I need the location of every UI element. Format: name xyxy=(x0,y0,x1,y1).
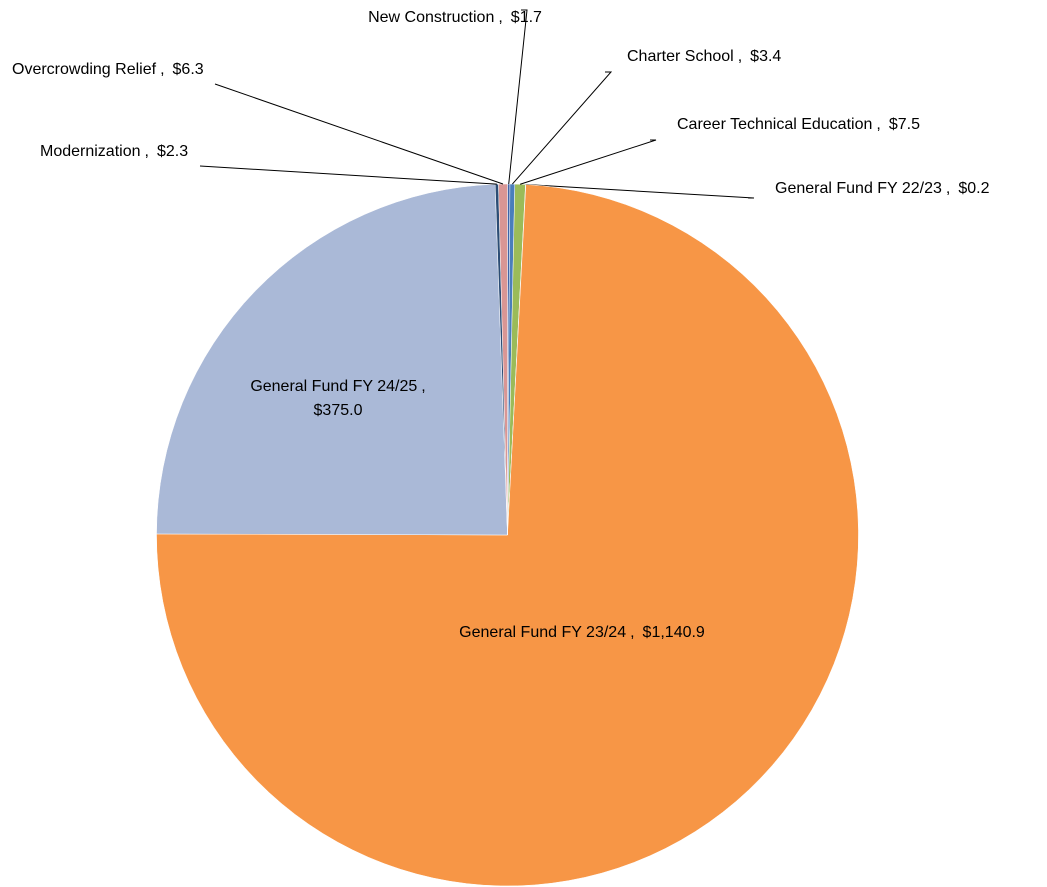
label-separator: , xyxy=(145,143,149,160)
label-separator: , xyxy=(421,378,425,395)
label-value: $1,140.9 xyxy=(643,624,705,641)
label-separator: , xyxy=(738,48,742,65)
label-name: General Fund FY 22/23 xyxy=(775,180,942,197)
leader-line xyxy=(199,165,497,185)
data-label: General Fund FY 23/24, $1,140.9 xyxy=(459,624,705,641)
data-label: General Fund FY 24/25, $375.0 xyxy=(250,378,425,419)
label-value: $3.4 xyxy=(750,48,781,65)
leader-line xyxy=(512,71,613,185)
label-separator: , xyxy=(630,624,634,641)
label-name: New Construction xyxy=(368,9,494,26)
data-label: General Fund FY 22/23, $0.2 xyxy=(775,180,990,197)
label-value: $375.0 xyxy=(314,402,363,419)
data-label: Modernization, $2.3 xyxy=(40,143,188,160)
label-separator: , xyxy=(946,180,950,197)
leader-line xyxy=(525,183,755,199)
label-separator: , xyxy=(876,116,880,133)
leader-line xyxy=(214,83,504,185)
label-name: Overcrowding Relief xyxy=(12,61,157,78)
label-separator: , xyxy=(160,61,164,78)
data-label: Charter School, $3.4 xyxy=(627,48,781,65)
label-value: $7.5 xyxy=(889,116,920,133)
label-name: General Fund FY 23/24 xyxy=(459,624,626,641)
label-value: $0.2 xyxy=(958,180,989,197)
label-value: $1.7 xyxy=(511,9,542,26)
leader-line xyxy=(508,9,528,185)
label-name: Charter School xyxy=(627,48,734,65)
data-label: New Construction, $1.7 xyxy=(368,9,542,26)
pie-slice xyxy=(156,183,508,536)
label-name: Modernization xyxy=(40,143,141,160)
data-label: Career Technical Education, $7.5 xyxy=(677,116,920,133)
label-name: Career Technical Education xyxy=(677,116,872,133)
label-name: General Fund FY 24/25 xyxy=(250,378,417,395)
leader-line xyxy=(520,139,657,185)
label-separator: , xyxy=(498,9,502,26)
label-value: $2.3 xyxy=(157,143,188,160)
data-label: Overcrowding Relief, $6.3 xyxy=(12,61,204,78)
label-value: $6.3 xyxy=(173,61,204,78)
